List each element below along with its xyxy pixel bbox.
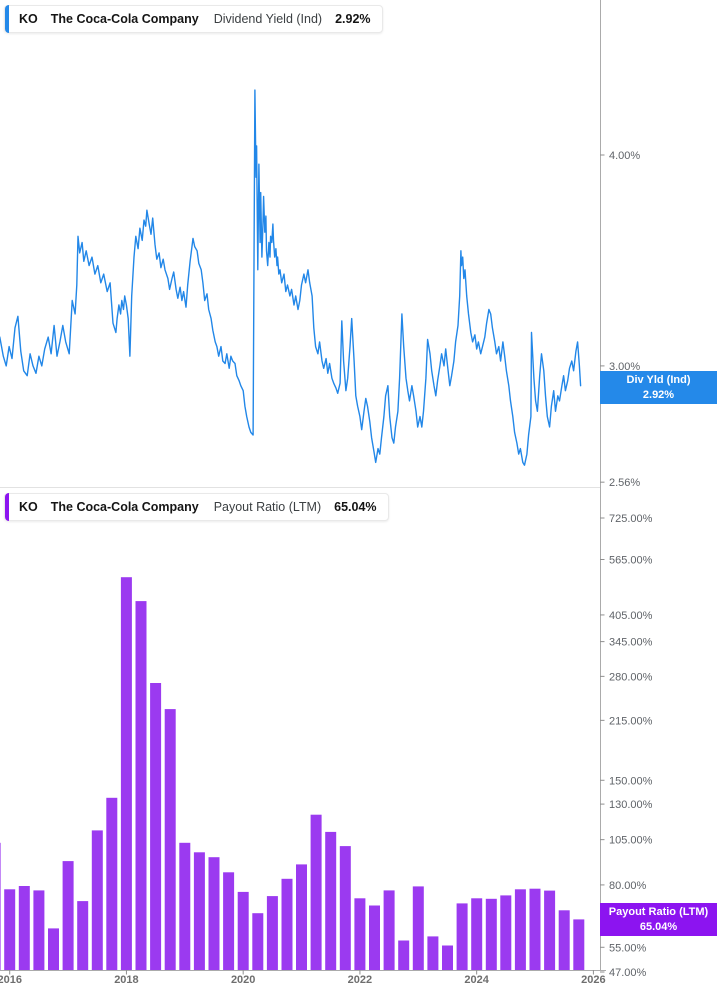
payout-ratio-bar-2021Q1 (296, 864, 307, 970)
payout-axis-tick-725.00%: 725.00% (609, 513, 653, 525)
x-axis-label-2020: 2020 (231, 974, 255, 986)
payout-ratio-bar-2016Q1 (4, 889, 16, 970)
purple-accent-bar (5, 493, 9, 521)
payout-ratio-bar-2017Q4 (106, 797, 118, 970)
payout-ratio-bar-2023Q2 (427, 936, 439, 970)
payout-ratio-bar-2024Q4 (514, 889, 526, 970)
blue-accent-bar (5, 5, 9, 33)
payout-ratio-bar-2016Q4 (48, 928, 59, 970)
payout-axis-tick-105.00%: 105.00% (609, 835, 653, 847)
x-axis-label-2026: 2026 (581, 974, 605, 986)
payout-ratio-bar-2020Q4 (281, 878, 293, 970)
payout-ratio-bar-2025Q3 (558, 910, 570, 970)
payout-ratio-bar-2020Q2 (252, 913, 264, 970)
payout-ratio-bar-2016Q3 (33, 890, 45, 970)
payout-ratio-bar-2025Q1 (529, 888, 541, 970)
payout-ratio-bar-2017Q1 (62, 861, 74, 970)
badge-label: Payout Ratio (LTM) (608, 906, 709, 918)
payout-ratio-bar-2022Q3 (383, 890, 395, 970)
payout-axis-tick-405.00%: 405.00% (609, 610, 653, 622)
payout-axis-tick-47.00%: 47.00% (609, 967, 647, 979)
payout-axis-tick-565.00%: 565.00% (609, 555, 653, 567)
company-name: The Coca-Cola Company (50, 12, 199, 26)
payout-ratio-bar-2019Q2 (193, 852, 205, 970)
payout-axis-tick-55.00%: 55.00% (609, 942, 647, 954)
metric-value: 65.04% (334, 500, 377, 514)
payout-ratio-bar-2024Q1 (471, 898, 483, 970)
payout-axis-tick-280.00%: 280.00% (609, 671, 653, 683)
payout-ratio-bar-2018Q2 (135, 601, 147, 970)
security-header-dividend-yield[interactable]: KO The Coca-Cola Company Dividend Yield … (4, 5, 383, 33)
payout-ratio-bar-2019Q3 (208, 857, 220, 970)
payout-axis-tick-150.00%: 150.00% (609, 775, 653, 787)
payout-ratio-bar-2019Q1 (179, 842, 191, 970)
payout-ratio-bar-2023Q1 (412, 886, 424, 970)
payout-ratio-bar-2023Q3 (442, 945, 453, 970)
payout-ratio-bar-2017Q3 (91, 830, 103, 970)
payout-ratio-bar-2025Q4 (573, 919, 585, 970)
yield-axis-tick-2.56%: 2.56% (609, 477, 640, 489)
payout-ratio-bar-2015Q4 (0, 842, 1, 970)
last-value-badge-payout-ratio[interactable]: Payout Ratio (LTM) 65.04% (600, 903, 717, 936)
payout-ratio-bar-2022Q4 (398, 940, 410, 970)
metric-name: Dividend Yield (Ind) (213, 12, 323, 26)
payout-ratio-bar-2021Q4 (339, 846, 351, 970)
payout-ratio-bar-2019Q4 (223, 872, 235, 970)
payout-ratio-bar-2020Q1 (237, 891, 249, 970)
payout-ratio-bar-2022Q1 (354, 898, 366, 970)
payout-ratio-bar-2023Q4 (456, 903, 468, 970)
payout-ratio-bar-2018Q3 (150, 683, 162, 970)
payout-ratio-bar-2024Q3 (500, 895, 512, 970)
payout-ratio-bar-2017Q2 (77, 901, 89, 970)
ticker-symbol: KO (19, 12, 38, 26)
payout-axis-tick-130.00%: 130.00% (609, 799, 653, 811)
payout-ratio-bar-2021Q2 (310, 814, 322, 970)
dividend-yield-line (0, 89, 582, 466)
payout-axis-tick-80.00%: 80.00% (609, 880, 647, 892)
payout-ratio-bar-2025Q2 (544, 890, 556, 970)
metric-name: Payout Ratio (LTM) (213, 500, 322, 514)
company-name: The Coca-Cola Company (50, 500, 199, 514)
payout-axis-tick-215.00%: 215.00% (609, 715, 653, 727)
payout-axis-tick-345.00%: 345.00% (609, 637, 653, 649)
payout-ratio-bar-2024Q2 (485, 898, 497, 970)
payout-ratio-bar-2018Q4 (164, 709, 176, 970)
payout-ratio-bar-2020Q3 (266, 896, 278, 970)
payout-ratio-bar-2016Q2 (18, 886, 30, 970)
badge-value: 2.92% (642, 389, 675, 401)
payout-ratio-bar-2021Q3 (325, 831, 337, 970)
last-value-badge-dividend-yield[interactable]: Div Yld (Ind) 2.92% (600, 371, 717, 404)
x-axis-label-2024: 2024 (464, 974, 489, 986)
payout-ratio-bar-2022Q2 (369, 905, 380, 970)
x-axis-label-2022: 2022 (348, 974, 372, 986)
x-axis-label-2018: 2018 (114, 974, 138, 986)
x-axis-label-2016: 2016 (0, 974, 22, 986)
yield-axis-tick-4.00%: 4.00% (609, 150, 640, 162)
yield-axis-tick-3.00%: 3.00% (609, 361, 640, 373)
badge-label: Div Yld (Ind) (626, 374, 691, 386)
badge-value: 65.04% (639, 921, 678, 933)
security-header-payout-ratio[interactable]: KO The Coca-Cola Company Payout Ratio (L… (4, 493, 389, 521)
payout-ratio-bar-2018Q1 (120, 577, 132, 970)
ticker-symbol: KO (19, 500, 38, 514)
metric-value: 2.92% (335, 12, 371, 26)
